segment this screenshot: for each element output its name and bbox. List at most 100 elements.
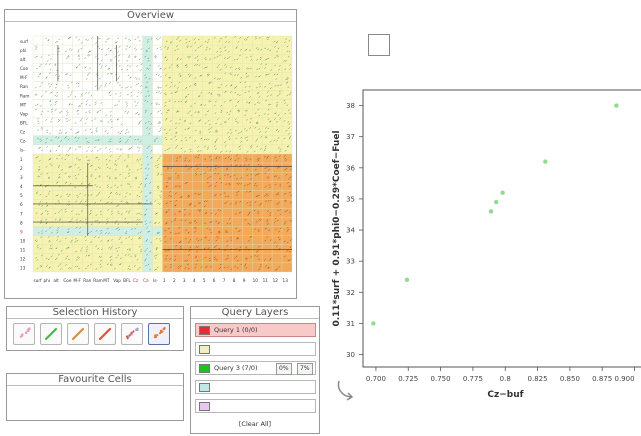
matrix-cell[interactable] <box>72 244 83 254</box>
matrix-cell[interactable] <box>202 208 213 218</box>
matrix-cell[interactable] <box>132 262 143 273</box>
matrix-cell[interactable] <box>62 262 73 273</box>
matrix-cell[interactable] <box>142 117 153 127</box>
matrix-cell[interactable] <box>122 235 133 245</box>
matrix-cell[interactable] <box>232 235 243 245</box>
matrix-cell[interactable] <box>122 35 133 46</box>
matrix-cell[interactable] <box>142 63 153 73</box>
matrix-cell[interactable] <box>212 35 223 46</box>
matrix-cell[interactable] <box>162 35 173 46</box>
matrix-cell[interactable] <box>172 126 183 136</box>
matrix-cell[interactable] <box>182 217 193 227</box>
matrix-cell[interactable] <box>132 253 143 264</box>
matrix-cell[interactable] <box>281 217 293 227</box>
matrix-cell[interactable] <box>261 81 273 91</box>
matrix-cell[interactable] <box>222 235 233 245</box>
matrix-cell[interactable] <box>232 153 243 164</box>
data-point[interactable] <box>500 190 505 195</box>
matrix-cell[interactable] <box>52 144 64 155</box>
matrix-cell[interactable] <box>232 72 243 82</box>
matrix-cell[interactable] <box>122 153 133 164</box>
matrix-cell[interactable] <box>202 72 213 82</box>
matrix-cell[interactable] <box>162 153 173 164</box>
matrix-cell[interactable] <box>82 72 93 82</box>
matrix-cell[interactable] <box>152 108 163 118</box>
matrix-cell[interactable] <box>261 153 273 164</box>
matrix-cell[interactable] <box>192 108 203 118</box>
matrix-cell[interactable] <box>242 90 253 100</box>
matrix-cell[interactable] <box>132 54 143 64</box>
matrix-cell[interactable] <box>102 72 113 82</box>
history-item-5[interactable] <box>121 323 143 345</box>
matrix-cell[interactable] <box>32 226 44 236</box>
matrix-cell[interactable] <box>102 35 113 46</box>
matrix-cell[interactable] <box>62 208 73 218</box>
matrix-cell[interactable] <box>92 262 103 273</box>
matrix-cell[interactable] <box>162 99 173 109</box>
matrix-cell[interactable] <box>261 63 273 73</box>
matrix-cell[interactable] <box>222 135 233 146</box>
matrix-cell[interactable] <box>281 199 293 209</box>
matrix-cell[interactable] <box>261 126 273 136</box>
matrix-cell[interactable] <box>122 226 133 236</box>
matrix-cell[interactable] <box>132 181 143 191</box>
matrix-cell[interactable] <box>122 81 133 91</box>
matrix-cell[interactable] <box>252 253 263 264</box>
matrix-cell[interactable] <box>122 262 133 273</box>
matrix-cell[interactable] <box>232 262 243 273</box>
matrix-cell[interactable] <box>102 226 113 236</box>
matrix-cell[interactable] <box>142 253 153 264</box>
matrix-cell[interactable] <box>242 126 253 136</box>
matrix-cell[interactable] <box>281 162 293 173</box>
matrix-cell[interactable] <box>32 162 44 173</box>
matrix-cell[interactable] <box>102 81 113 91</box>
matrix-cell[interactable] <box>182 253 193 264</box>
matrix-cell[interactable] <box>152 54 163 64</box>
matrix-cell[interactable] <box>182 81 193 91</box>
matrix-cell[interactable] <box>82 108 93 118</box>
matrix-cell[interactable] <box>202 117 213 127</box>
matrix-cell[interactable] <box>202 190 213 200</box>
matrix-cell[interactable] <box>222 117 233 127</box>
matrix-cell[interactable] <box>82 135 93 146</box>
matrix-cell[interactable] <box>232 135 243 146</box>
matrix-cell[interactable] <box>222 217 233 227</box>
matrix-cell[interactable] <box>132 144 143 155</box>
matrix-cell[interactable] <box>162 108 173 118</box>
matrix-cell[interactable] <box>102 153 113 164</box>
matrix-cell[interactable] <box>72 253 83 264</box>
matrix-cell[interactable] <box>212 226 223 236</box>
matrix-cell[interactable] <box>92 99 103 109</box>
matrix-cell[interactable] <box>72 81 83 91</box>
matrix-cell[interactable] <box>202 153 213 164</box>
matrix-cell[interactable] <box>271 63 283 73</box>
matrix-cell[interactable] <box>261 162 273 173</box>
matrix-cell[interactable] <box>92 208 103 218</box>
matrix-cell[interactable] <box>182 54 193 64</box>
matrix-cell[interactable] <box>252 208 263 218</box>
matrix-cell[interactable] <box>112 126 123 136</box>
matrix-cell[interactable] <box>42 226 54 236</box>
matrix-cell[interactable] <box>132 90 143 100</box>
matrix-cell[interactable] <box>222 72 233 82</box>
clear-all-link[interactable]: [Clear All] <box>238 420 272 428</box>
matrix-cell[interactable] <box>202 262 213 273</box>
matrix-cell[interactable] <box>242 153 253 164</box>
matrix-cell[interactable] <box>102 99 113 109</box>
matrix-cell[interactable] <box>92 162 103 173</box>
matrix-cell[interactable] <box>182 126 193 136</box>
matrix-cell[interactable] <box>172 226 183 236</box>
matrix-cell[interactable] <box>142 126 153 136</box>
matrix-cell[interactable] <box>281 99 293 109</box>
matrix-cell[interactable] <box>242 162 253 173</box>
matrix-cell[interactable] <box>271 253 283 264</box>
matrix-cell[interactable] <box>152 90 163 100</box>
matrix-cell[interactable] <box>162 54 173 64</box>
matrix-cell[interactable] <box>182 153 193 164</box>
matrix-cell[interactable] <box>152 81 163 91</box>
matrix-cell[interactable] <box>32 108 44 118</box>
matrix-cell[interactable] <box>212 117 223 127</box>
matrix-cell[interactable] <box>242 253 253 264</box>
matrix-cell[interactable] <box>112 244 123 254</box>
matrix-cell[interactable] <box>62 35 73 46</box>
